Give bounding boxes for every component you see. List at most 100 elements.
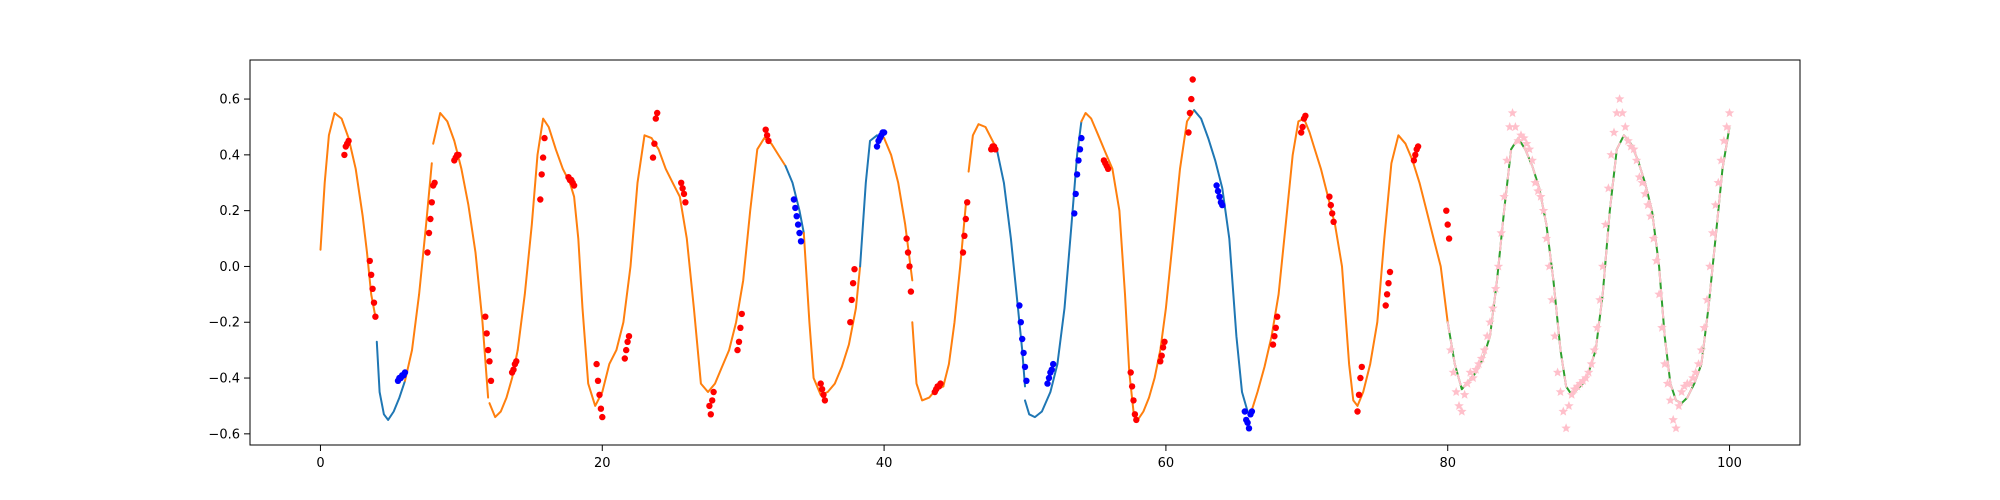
marker-darkblue-25 [1045, 374, 1053, 382]
star-marker-81 [1674, 400, 1684, 410]
marker-darkblue-20 [1019, 335, 1026, 343]
marker-red-127 [1410, 157, 1418, 164]
star-marker-1 [1448, 367, 1459, 377]
marker-red-47 [651, 140, 658, 147]
star-marker-69 [1640, 188, 1650, 198]
star-marker-55 [1600, 219, 1611, 229]
marker-darkblue-33 [1076, 146, 1084, 153]
star-marker-76 [1660, 359, 1670, 369]
star-marker-44 [1569, 384, 1580, 394]
star-marker-54 [1598, 261, 1608, 271]
marker-red-68 [821, 397, 829, 404]
x-tick-label-3: 60 [1158, 456, 1175, 471]
marker-red-4 [366, 257, 373, 265]
series-line-orange-11 [942, 204, 967, 388]
marker-red-75 [906, 263, 913, 270]
marker-darkblue-19 [1017, 319, 1024, 326]
x-tick-label-4: 80 [1439, 456, 1456, 471]
marker-red-5 [368, 271, 375, 278]
star-marker-80 [1671, 423, 1681, 433]
marker-darkblue-29 [1071, 210, 1078, 217]
marker-red-27 [513, 358, 520, 365]
star-marker-67 [1634, 172, 1645, 182]
marker-red-12 [428, 199, 435, 206]
marker-red-65 [817, 380, 824, 387]
star-marker-47 [1578, 375, 1588, 385]
y-tick-label-5: 0.4 [219, 148, 240, 163]
star-marker-66 [1631, 155, 1642, 165]
marker-red-133 [1445, 235, 1453, 242]
star-marker-42 [1564, 400, 1574, 410]
star-marker-34 [1541, 233, 1552, 243]
marker-red-126 [1386, 268, 1394, 276]
y-tick-label-2: −0.2 [208, 316, 240, 331]
star-marker-5 [1459, 389, 1470, 399]
star-marker-86 [1688, 373, 1698, 383]
marker-darkblue-17 [880, 129, 888, 136]
marker-red-20 [483, 330, 490, 337]
star-marker-70 [1643, 200, 1653, 210]
star-marker-64 [1626, 141, 1636, 151]
marker-red-99 [1157, 358, 1164, 365]
marker-darkblue-39 [1219, 201, 1226, 209]
plot-frame [249, 59, 1801, 446]
star-marker-97 [1719, 135, 1729, 145]
x-axis: 0 20 40 60 80 100 [316, 445, 1742, 471]
star-marker-8 [1468, 373, 1478, 383]
marker-darkblue-45 [1248, 408, 1256, 415]
star-marker-95 [1713, 177, 1723, 187]
marker-red-62 [762, 126, 769, 133]
marker-red-114 [1302, 112, 1309, 120]
marker-darkblue-31 [1073, 171, 1081, 178]
star-marker-38 [1552, 367, 1563, 377]
star-marker-22 [1507, 108, 1518, 118]
star-marker-72 [1648, 233, 1659, 243]
marker-red-69 [847, 319, 854, 326]
star-marker-79 [1668, 414, 1678, 424]
marker-red-130 [1414, 143, 1422, 150]
x-tick-label-1: 20 [594, 456, 611, 471]
marker-red-23 [487, 377, 495, 384]
marker-red-3 [345, 137, 352, 145]
marker-red-109 [1272, 324, 1280, 331]
marker-red-60 [737, 324, 744, 331]
series-line-blue-1 [375, 340, 406, 421]
marker-red-67 [820, 391, 827, 398]
y-tick-label-0: −0.6 [208, 427, 240, 442]
marker-red-42 [621, 355, 628, 362]
marker-red-56 [709, 397, 716, 404]
marker-red-28 [537, 196, 544, 203]
marker-darkblue-28 [1050, 360, 1057, 368]
series-line-orange-7 [802, 232, 862, 396]
marker-red-117 [1329, 210, 1336, 217]
marker-darkblue-42 [1244, 419, 1251, 426]
marker-red-44 [624, 338, 631, 345]
series-line-blue-6 [784, 165, 805, 234]
star-marker-77 [1662, 378, 1673, 388]
series-line-orange-2 [404, 162, 433, 382]
star-marker-56 [1603, 183, 1614, 193]
marker-red-43 [623, 346, 630, 354]
marker-red-115 [1326, 193, 1333, 200]
marker-red-85 [964, 199, 971, 206]
star-marker-27 [1521, 138, 1532, 148]
star-marker-98 [1722, 122, 1732, 131]
marker-darkblue-36 [1214, 187, 1222, 195]
marker-red-18 [455, 151, 462, 159]
marker-darkblue-21 [1020, 349, 1027, 357]
star-marker-11 [1476, 353, 1487, 363]
marker-red-119 [1354, 408, 1361, 415]
marker-red-49 [654, 109, 661, 117]
star-marker-75 [1657, 322, 1667, 332]
star-marker-16 [1490, 283, 1501, 293]
star-marker-49 [1583, 367, 1594, 377]
marker-red-10 [425, 229, 433, 237]
marker-red-110 [1274, 313, 1281, 320]
star-marker-71 [1645, 211, 1656, 221]
marker-red-74 [904, 249, 912, 256]
star-marker-68 [1637, 177, 1647, 187]
marker-red-30 [539, 154, 547, 161]
star-marker-60 [1614, 94, 1625, 104]
star-marker-18 [1496, 228, 1506, 237]
star-marker-35 [1544, 261, 1554, 271]
